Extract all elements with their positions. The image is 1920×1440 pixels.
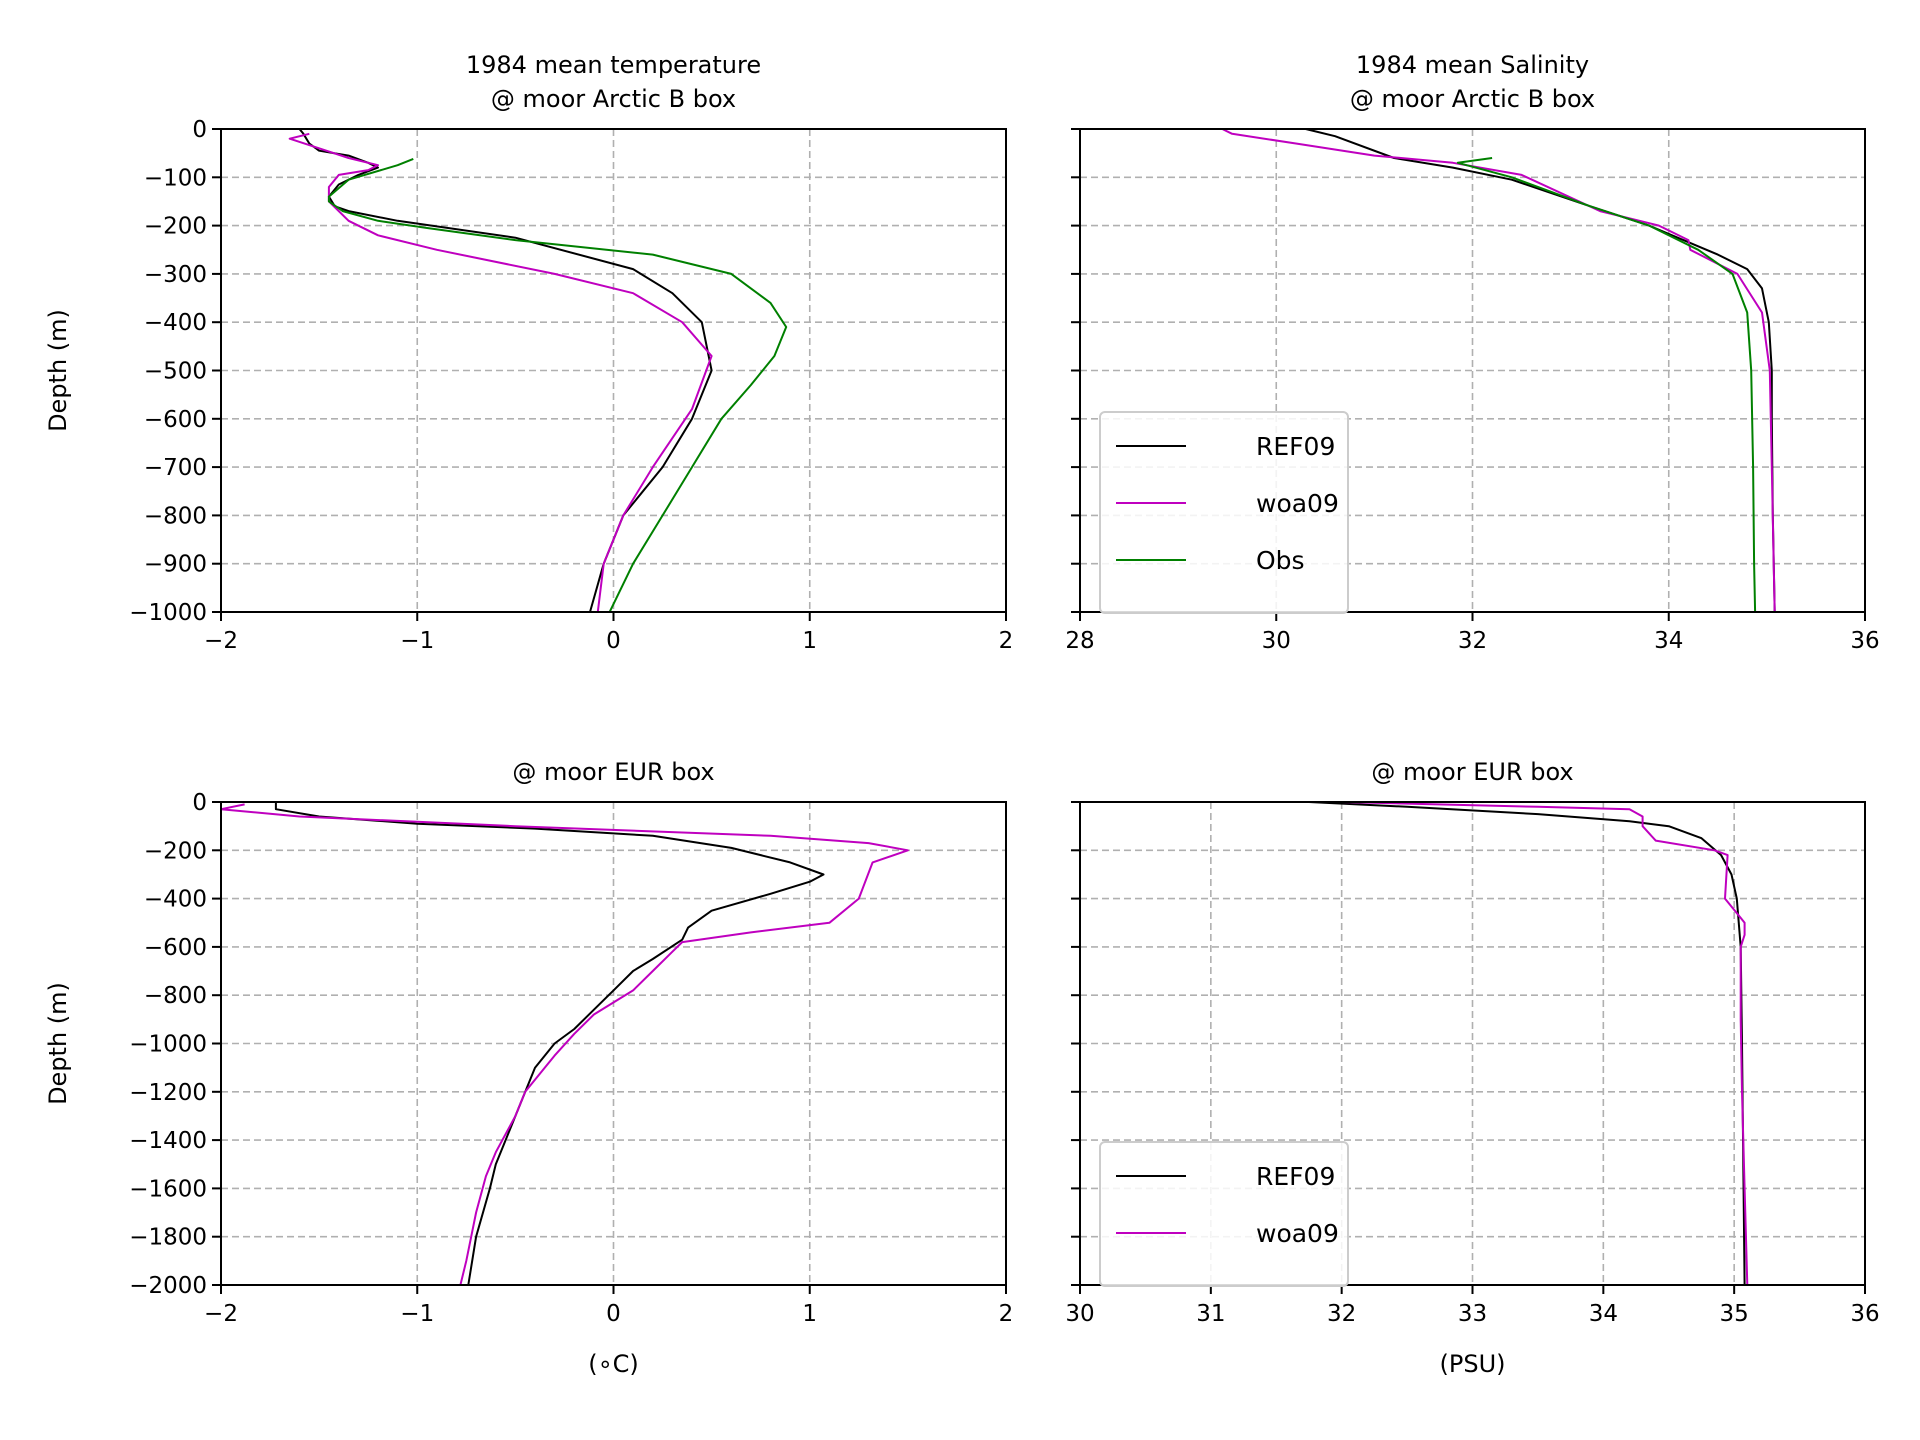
series-line-woa09 xyxy=(1341,801,1749,1286)
series-line-obs xyxy=(1456,157,1757,613)
series-line-woa09 xyxy=(288,132,713,613)
series-line-woa09 xyxy=(220,803,909,1286)
x-tick-label: 2 xyxy=(999,1301,1014,1327)
y-tick-label: −400 xyxy=(144,310,207,336)
y-tick-label: −1000 xyxy=(129,1032,207,1058)
chart-title: @ moor EUR box xyxy=(1371,758,1573,786)
x-tick-label: 31 xyxy=(1196,1301,1225,1327)
chart-title: 1984 mean Salinity xyxy=(1356,51,1589,79)
x-tick-label: 36 xyxy=(1850,628,1879,654)
y-tick-label: −1800 xyxy=(129,1225,207,1251)
chart-title: @ moor Arctic B box xyxy=(1350,85,1595,113)
x-tick-label: 0 xyxy=(606,628,621,654)
series-line-ref09 xyxy=(1305,128,1776,613)
x-tick-label: 28 xyxy=(1065,628,1094,654)
chart-title: @ moor Arctic B box xyxy=(491,85,736,113)
y-tick-label: −1200 xyxy=(129,1080,207,1106)
y-tick-label: −600 xyxy=(144,407,207,433)
chart-title: 1984 mean temperature xyxy=(466,51,761,79)
x-tick-label: 30 xyxy=(1065,1301,1094,1327)
legend-label: REF09 xyxy=(1256,1162,1335,1191)
y-tick-label: −2000 xyxy=(129,1273,207,1299)
y-tick-label: −600 xyxy=(144,935,207,961)
x-tick-label: 34 xyxy=(1589,1301,1618,1327)
y-tick-label: −500 xyxy=(144,359,207,385)
series-line-obs xyxy=(327,157,788,613)
x-tick-label: −1 xyxy=(400,628,434,654)
x-tick-label: −1 xyxy=(400,1301,434,1327)
y-axis-label: Depth (m) xyxy=(44,309,72,432)
legend-label: Obs xyxy=(1256,546,1305,575)
legend-box xyxy=(1099,1141,1349,1287)
y-tick-label: −100 xyxy=(144,165,207,191)
y-tick-label: −1600 xyxy=(129,1176,207,1202)
x-tick-label: 36 xyxy=(1850,1301,1879,1327)
y-tick-label: 0 xyxy=(192,117,207,143)
y-axis-label: Depth (m) xyxy=(44,982,72,1105)
y-tick-label: −700 xyxy=(144,455,207,481)
x-tick-label: 34 xyxy=(1654,628,1683,654)
x-axis-label: (∘C) xyxy=(588,1350,639,1378)
x-tick-label: 32 xyxy=(1327,1301,1356,1327)
y-tick-label: −200 xyxy=(144,838,207,864)
x-tick-label: 2 xyxy=(999,628,1014,654)
legend-label: woa09 xyxy=(1256,1219,1339,1248)
legend-label: woa09 xyxy=(1256,489,1339,518)
series-line-woa09 xyxy=(1221,128,1776,613)
y-tick-label: −300 xyxy=(144,262,207,288)
y-tick-label: −1000 xyxy=(129,600,207,626)
series-line-ref09 xyxy=(298,128,713,613)
x-tick-label: −2 xyxy=(204,628,238,654)
y-tick-label: −1400 xyxy=(129,1128,207,1154)
x-axis-label: (PSU) xyxy=(1440,1350,1506,1378)
x-tick-label: 35 xyxy=(1720,1301,1749,1327)
legend-box xyxy=(1099,411,1349,614)
x-tick-label: 33 xyxy=(1458,1301,1487,1327)
y-tick-label: −800 xyxy=(144,503,207,529)
y-tick-label: −900 xyxy=(144,552,207,578)
x-tick-label: 1 xyxy=(802,628,817,654)
x-tick-label: 1 xyxy=(802,1301,817,1327)
y-tick-label: −800 xyxy=(144,983,207,1009)
y-tick-label: 0 xyxy=(192,790,207,816)
x-tick-label: 30 xyxy=(1262,628,1291,654)
x-tick-label: −2 xyxy=(204,1301,238,1327)
x-tick-label: 32 xyxy=(1458,628,1487,654)
x-tick-label: 0 xyxy=(606,1301,621,1327)
y-tick-label: −200 xyxy=(144,214,207,240)
chart-title: @ moor EUR box xyxy=(512,758,714,786)
legend-label: REF09 xyxy=(1256,432,1335,461)
y-tick-label: −400 xyxy=(144,887,207,913)
